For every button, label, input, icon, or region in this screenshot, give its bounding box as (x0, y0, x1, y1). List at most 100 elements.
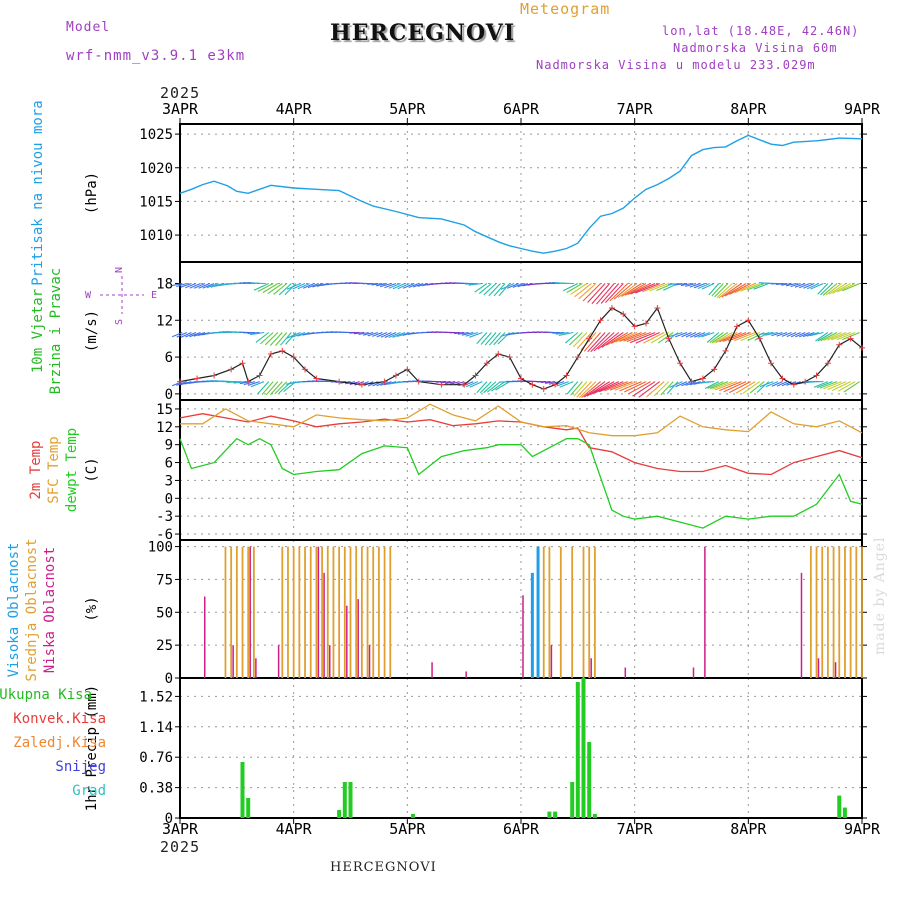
precip-legend-2: Zaledj.Kisa (13, 735, 106, 751)
wind-arrow (819, 381, 838, 389)
year-bottom: 2025 (160, 838, 201, 856)
wind-arrow (486, 381, 501, 393)
wind-arrow (250, 331, 265, 336)
wind-arrow (388, 282, 401, 289)
wind-arrow (668, 331, 683, 338)
y-tick-label: -3 (156, 509, 173, 525)
wind-speed-marker (177, 378, 183, 385)
wind-arrow (630, 282, 656, 295)
wind-arrow (817, 283, 829, 295)
wind-arrow (576, 381, 592, 398)
wind-arrow (397, 282, 410, 290)
x-tick-label-bottom: 4APR (276, 820, 313, 838)
wind-arrow (681, 331, 692, 338)
wind-arrow (233, 381, 246, 384)
wind-arrow (649, 282, 669, 292)
wind-speed-marker (392, 372, 399, 379)
wind-arrow (700, 381, 715, 384)
wind-speed-marker (677, 360, 684, 367)
wind-arrow (803, 282, 815, 289)
wind-arrow (468, 282, 483, 286)
wind-speed-marker (631, 323, 638, 330)
wind-arrow (555, 331, 569, 335)
ylabel-wind-1: 10m Vjetar (30, 289, 46, 373)
precip-bar (337, 810, 342, 818)
pressure-line (179, 134, 863, 254)
wind-arrow (176, 282, 187, 288)
x-tick-label-top: 7APR (617, 100, 654, 118)
y-tick-label: 6 (165, 456, 173, 472)
wind-arrow (610, 332, 633, 344)
compass-east: E (151, 290, 157, 301)
y-tick-label: 9 (165, 438, 173, 454)
wind-arrow (198, 282, 210, 289)
x-tick-label-top: 8APR (730, 100, 767, 118)
wind-arrow (474, 283, 488, 293)
wind-arrow (822, 283, 838, 296)
wind-arrow (719, 331, 742, 343)
wind-arrow (262, 283, 279, 294)
wind-arrow (643, 332, 665, 344)
precip-bar (240, 762, 245, 818)
wind-arrow (498, 283, 511, 297)
wind-arrow (261, 381, 274, 396)
y-tick-label: 3 (165, 473, 173, 489)
wind-arrow (269, 332, 283, 346)
wind-arrow (729, 283, 751, 295)
wind-arrow (771, 381, 783, 387)
wind-arrow (185, 331, 197, 338)
wind-arrow (408, 282, 419, 289)
wind-arrow (500, 282, 515, 290)
wind-arrow (488, 283, 501, 297)
wind-speed-marker (336, 378, 343, 385)
wind-arrow (714, 283, 729, 298)
wind-speed-marker (859, 344, 865, 351)
wind-arrow (689, 331, 701, 338)
wind-arrow (552, 331, 565, 334)
wind-arrow (628, 381, 651, 395)
meteogram-label: Meteogram (520, 0, 611, 18)
wind-arrow (568, 332, 583, 346)
wind-speed-marker (847, 335, 854, 342)
wind-arrow (729, 381, 751, 394)
compass-north: N (114, 267, 125, 273)
wind-arrow (286, 282, 301, 290)
wind-arrow (817, 332, 833, 342)
wind-arrow (349, 331, 360, 334)
wind-arrow (583, 332, 602, 352)
wind-speed-marker (302, 366, 309, 373)
model-label: Model (66, 20, 111, 35)
wind-arrow (556, 381, 569, 387)
wind-arrow (583, 381, 606, 398)
precip-bar (547, 811, 552, 818)
wind-arrow (380, 331, 392, 338)
wind-arrow (723, 331, 747, 342)
wind-arrow (624, 381, 647, 393)
wind-arrow (180, 331, 192, 338)
wind-arrow (358, 331, 369, 336)
wind-arrow (417, 282, 428, 287)
wind-arrow (837, 381, 856, 392)
wind-arrow (392, 331, 406, 338)
y-tick-label: 50 (156, 605, 173, 621)
wind-arrow (206, 282, 219, 289)
wind-arrow (286, 331, 301, 339)
wind-arrow (606, 332, 629, 346)
wind-arrow (712, 381, 733, 390)
unit-label-pressure: (hPa) (84, 172, 100, 214)
y-tick-label: 1015 (139, 194, 173, 210)
wind-arrow (226, 381, 242, 383)
wind-arrow (706, 332, 720, 343)
wind-arrow (794, 282, 806, 288)
wind-arrow (693, 331, 706, 338)
wind-arrow (837, 283, 856, 293)
wind-arrow (657, 332, 674, 344)
wind-arrow (572, 332, 588, 348)
x-tick-label-top: 9APR (844, 100, 881, 118)
wind-arrow (740, 282, 760, 292)
y-tick-label: 0 (165, 491, 173, 507)
wind-speed-marker (245, 378, 252, 385)
y-tick-label: 0.76 (139, 750, 173, 766)
wind-arrow (765, 381, 779, 388)
wind-arrow (798, 282, 810, 289)
